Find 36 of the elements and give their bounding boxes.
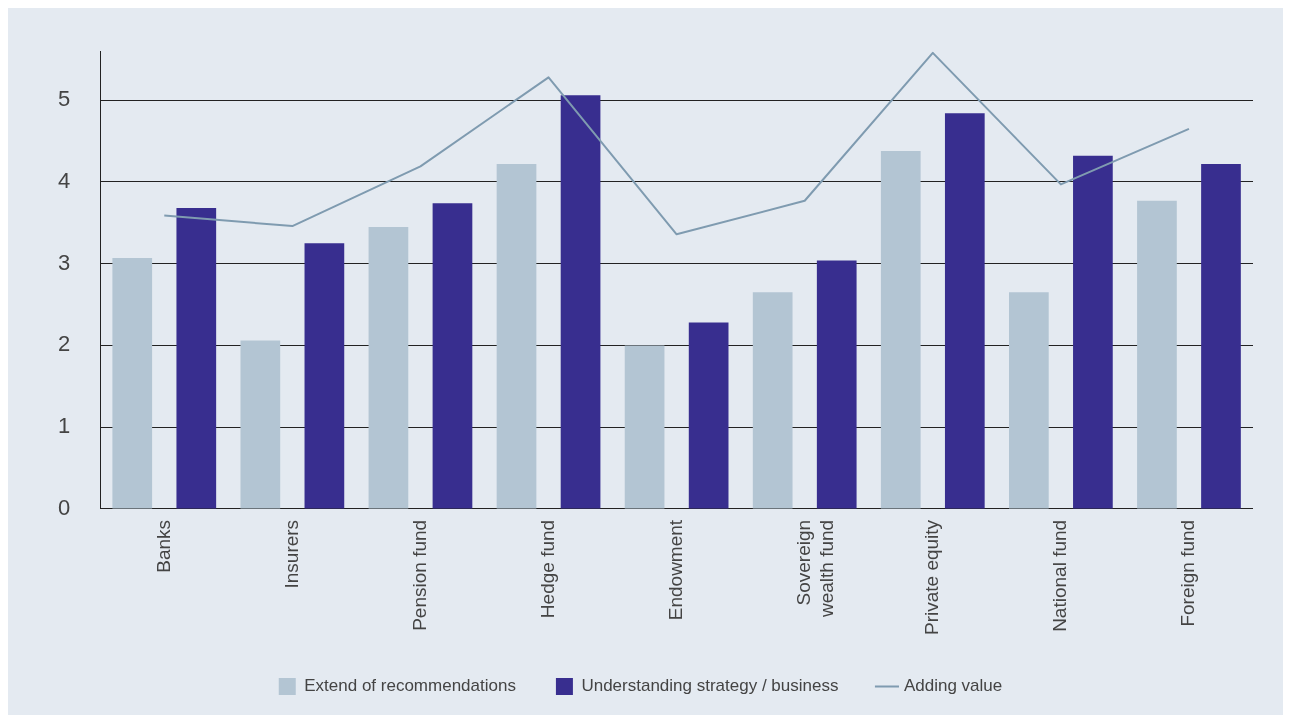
bar: [624, 345, 665, 509]
y-tick-label: 1: [57, 413, 71, 439]
y-tick-label: 5: [57, 86, 71, 112]
bar: [688, 322, 729, 509]
x-tick-label: Private equity: [921, 519, 943, 636]
x-tick-label: Pension fund: [408, 519, 430, 631]
y-tick-label: 2: [57, 331, 71, 357]
bar: [560, 95, 601, 509]
x-tick-label: Foreign fund: [1177, 519, 1199, 627]
bar: [112, 257, 153, 509]
bar: [496, 163, 537, 509]
x-tick-label: National fund: [1049, 519, 1071, 632]
bar: [1201, 163, 1241, 509]
bar: [1073, 155, 1113, 509]
y-tick-label: 3: [57, 249, 71, 275]
bar: [304, 243, 345, 509]
bar: [752, 292, 793, 509]
bar: [368, 226, 409, 509]
x-tick-label: Endowment: [664, 519, 686, 621]
bar: [1137, 200, 1177, 509]
bar: [944, 113, 985, 509]
bar: [176, 208, 217, 509]
legend-label: Understanding strategy / business: [581, 676, 839, 696]
bar: [816, 260, 857, 509]
x-tick-label: Sovereign wealth fund: [792, 519, 837, 619]
legend-label: Extend of recommendations: [304, 676, 516, 696]
x-tick-label: Insurers: [280, 519, 302, 589]
legend-label: Adding value: [903, 676, 1003, 696]
x-tick-label: Banks: [152, 519, 174, 573]
bar: [880, 150, 921, 509]
y-tick-label: 4: [57, 168, 71, 194]
bar: [1009, 292, 1049, 509]
bar: [432, 203, 473, 509]
x-tick-label: Hedge fund: [536, 519, 558, 619]
y-tick-label: 0: [57, 494, 71, 520]
bar: [240, 340, 281, 509]
